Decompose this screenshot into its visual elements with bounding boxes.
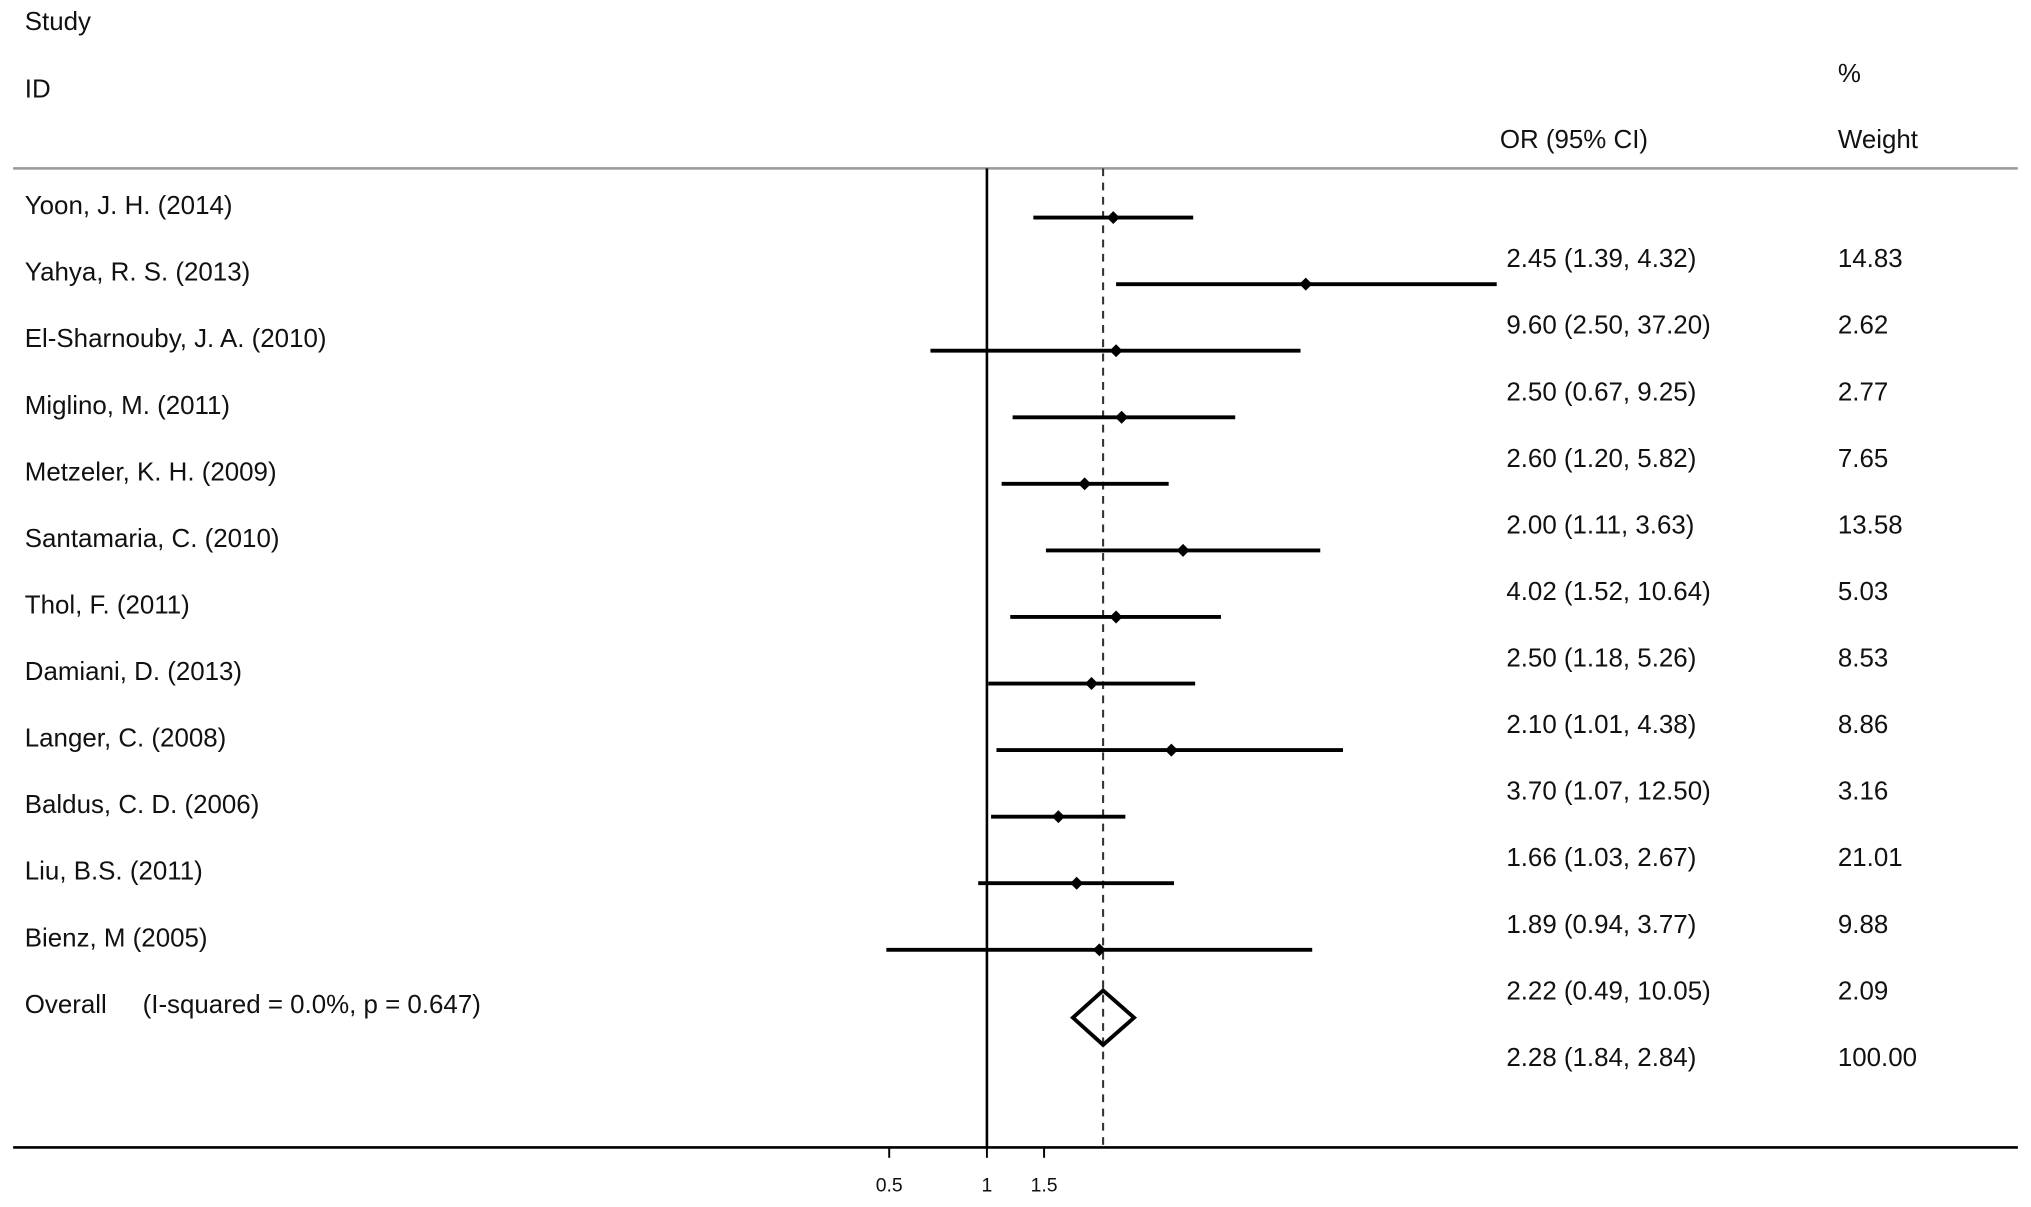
study-label: Bienz, M (2005)	[25, 924, 208, 952]
study-label: Yoon, J. H. (2014)	[25, 192, 233, 220]
study-label: Metzeler, K. H. (2009)	[25, 458, 277, 486]
weight-label: 5.03	[1838, 578, 1888, 606]
x-tick-label: 0.5	[876, 1174, 903, 1196]
ci-label: 9.60 (2.50, 37.20)	[1506, 312, 1710, 340]
x-tick-label: 1	[982, 1174, 993, 1196]
ci-label: 2.10 (1.01, 4.38)	[1506, 711, 1696, 739]
ci-label: 1.89 (0.94, 3.77)	[1506, 911, 1696, 939]
study-label: Langer, C. (2008)	[25, 725, 227, 753]
ci-label: 2.22 (0.49, 10.05)	[1506, 977, 1710, 1005]
ci-label: 2.50 (0.67, 9.25)	[1506, 378, 1696, 406]
ci-label: 4.02 (1.52, 10.64)	[1506, 578, 1710, 606]
header-weight: Weight	[1838, 126, 1918, 154]
point-estimate	[1051, 810, 1065, 824]
point-estimate	[1092, 943, 1106, 957]
study-label: Miglino, M. (2011)	[25, 392, 230, 420]
weight-label: 13.58	[1838, 511, 1903, 539]
ci-label: 2.60 (1.20, 5.82)	[1506, 445, 1696, 473]
header-study: Study	[25, 8, 91, 36]
weight-label: 8.86	[1838, 711, 1888, 739]
study-label: Liu, B.S. (2011)	[25, 858, 203, 886]
study-label: Damiani, D. (2013)	[25, 658, 242, 686]
study-label: Yahya, R. S. (2013)	[25, 259, 250, 287]
header-percent: %	[1838, 60, 1861, 88]
overall-ci-label: 2.28 (1.84, 2.84)	[1506, 1044, 1696, 1072]
header-id: ID	[25, 75, 51, 103]
ci-label: 2.45 (1.39, 4.32)	[1506, 245, 1696, 273]
point-estimate	[1164, 743, 1178, 757]
study-label: El-Sharnouby, J. A. (2010)	[25, 325, 327, 353]
study-label: Thol, F. (2011)	[25, 591, 190, 619]
point-estimate	[1299, 277, 1313, 291]
weight-label: 2.62	[1838, 312, 1888, 340]
weight-label: 7.65	[1838, 445, 1888, 473]
weight-label: 14.83	[1838, 245, 1903, 273]
heterogeneity-label: (I-squared = 0.0%, p = 0.647)	[143, 991, 481, 1019]
point-estimate	[1176, 543, 1190, 557]
point-estimate	[1085, 677, 1098, 691]
point-estimate	[1106, 211, 1120, 225]
weight-label: 2.77	[1838, 378, 1888, 406]
point-estimate	[1109, 610, 1123, 624]
point-estimate	[1115, 410, 1129, 424]
weight-label: 21.01	[1838, 844, 1903, 872]
ci-label: 2.00 (1.11, 3.63)	[1506, 511, 1694, 539]
overall-diamond	[1069, 987, 1138, 1048]
study-label: Baldus, C. D. (2006)	[25, 791, 260, 819]
ci-label: 1.66 (1.03, 2.67)	[1506, 844, 1696, 872]
header-effect: OR (95% CI)	[1500, 126, 1648, 154]
x-tick-label: 1.5	[1031, 1174, 1058, 1196]
overall-label: Overall	[25, 991, 107, 1019]
weight-label: 8.53	[1838, 645, 1888, 673]
study-label: Santamaria, C. (2010)	[25, 525, 280, 553]
point-estimate	[1078, 477, 1092, 491]
weight-label: 3.16	[1838, 778, 1888, 806]
weight-label: 2.09	[1838, 977, 1888, 1005]
point-estimate	[1109, 344, 1123, 358]
ci-label: 2.50 (1.18, 5.26)	[1506, 645, 1696, 673]
overall-weight-label: 100.00	[1838, 1044, 1917, 1072]
point-estimate	[1070, 876, 1084, 890]
weight-label: 9.88	[1838, 911, 1888, 939]
ci-label: 3.70 (1.07, 12.50)	[1506, 778, 1710, 806]
